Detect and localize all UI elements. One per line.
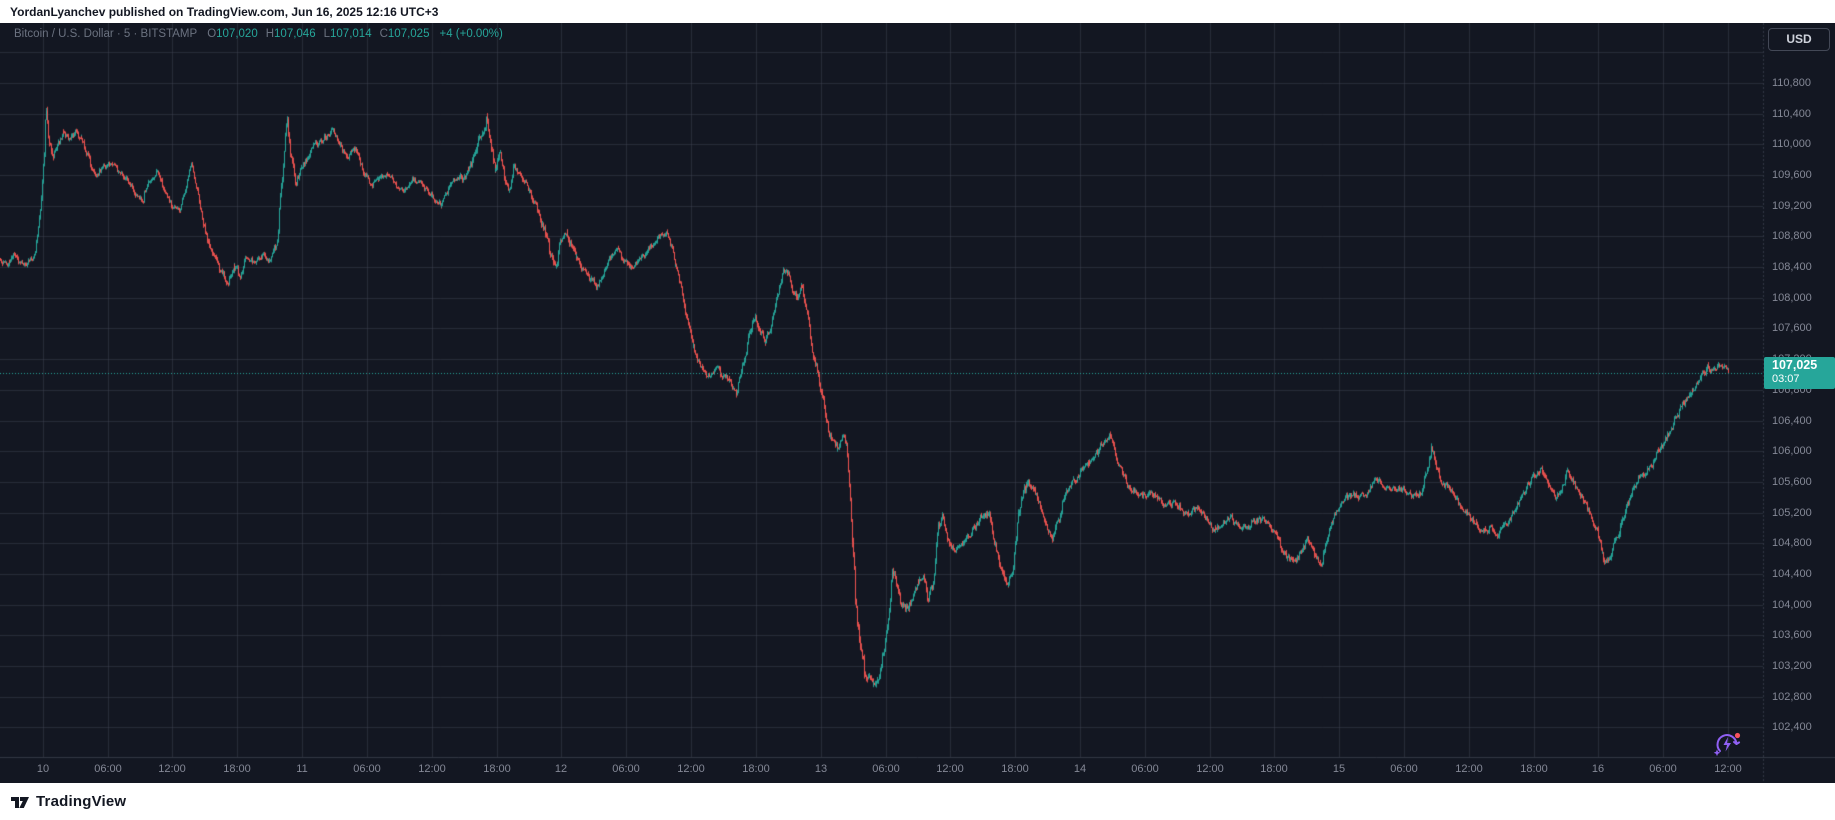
bar-countdown: 03:07 (1772, 372, 1800, 385)
refresh-flash-icon[interactable] (1711, 728, 1743, 760)
ohlc-close: C107,025 (379, 28, 430, 40)
chart-legend[interactable]: Bitcoin / U.S. Dollar · 5 · BITSTAMP O107… (14, 28, 503, 40)
ohlc-high: H107,046 (265, 28, 316, 40)
sparkle-icon (1713, 749, 1721, 757)
alert-dot (1734, 732, 1741, 739)
symbol-title[interactable]: Bitcoin / U.S. Dollar · 5 · BITSTAMP (14, 28, 198, 40)
tradingview-logo-text: TradingView (36, 793, 127, 810)
price-chart-canvas[interactable] (0, 23, 1835, 783)
currency-usd-button[interactable]: USD (1768, 28, 1830, 51)
chart-panel[interactable]: Bitcoin / U.S. Dollar · 5 · BITSTAMP O107… (0, 23, 1835, 783)
tradingview-mark-icon (11, 796, 29, 808)
price-change: +4 (+0.00%) (439, 28, 503, 40)
publish-header: YordanLyanchev published on TradingView.… (0, 0, 1835, 23)
tradingview-logo[interactable]: TradingView (10, 792, 126, 812)
publish-header-text: YordanLyanchev published on TradingView.… (10, 4, 439, 19)
ohlc-open: O107,020 (207, 28, 258, 40)
footer: TradingView (0, 783, 1835, 820)
last-price-value: 107,025 (1772, 357, 1818, 372)
flash-circle-icon (1713, 732, 1741, 757)
last-price-badge: 107,025 03:07 (1764, 356, 1835, 389)
ohlc-low: L107,014 (323, 28, 372, 40)
